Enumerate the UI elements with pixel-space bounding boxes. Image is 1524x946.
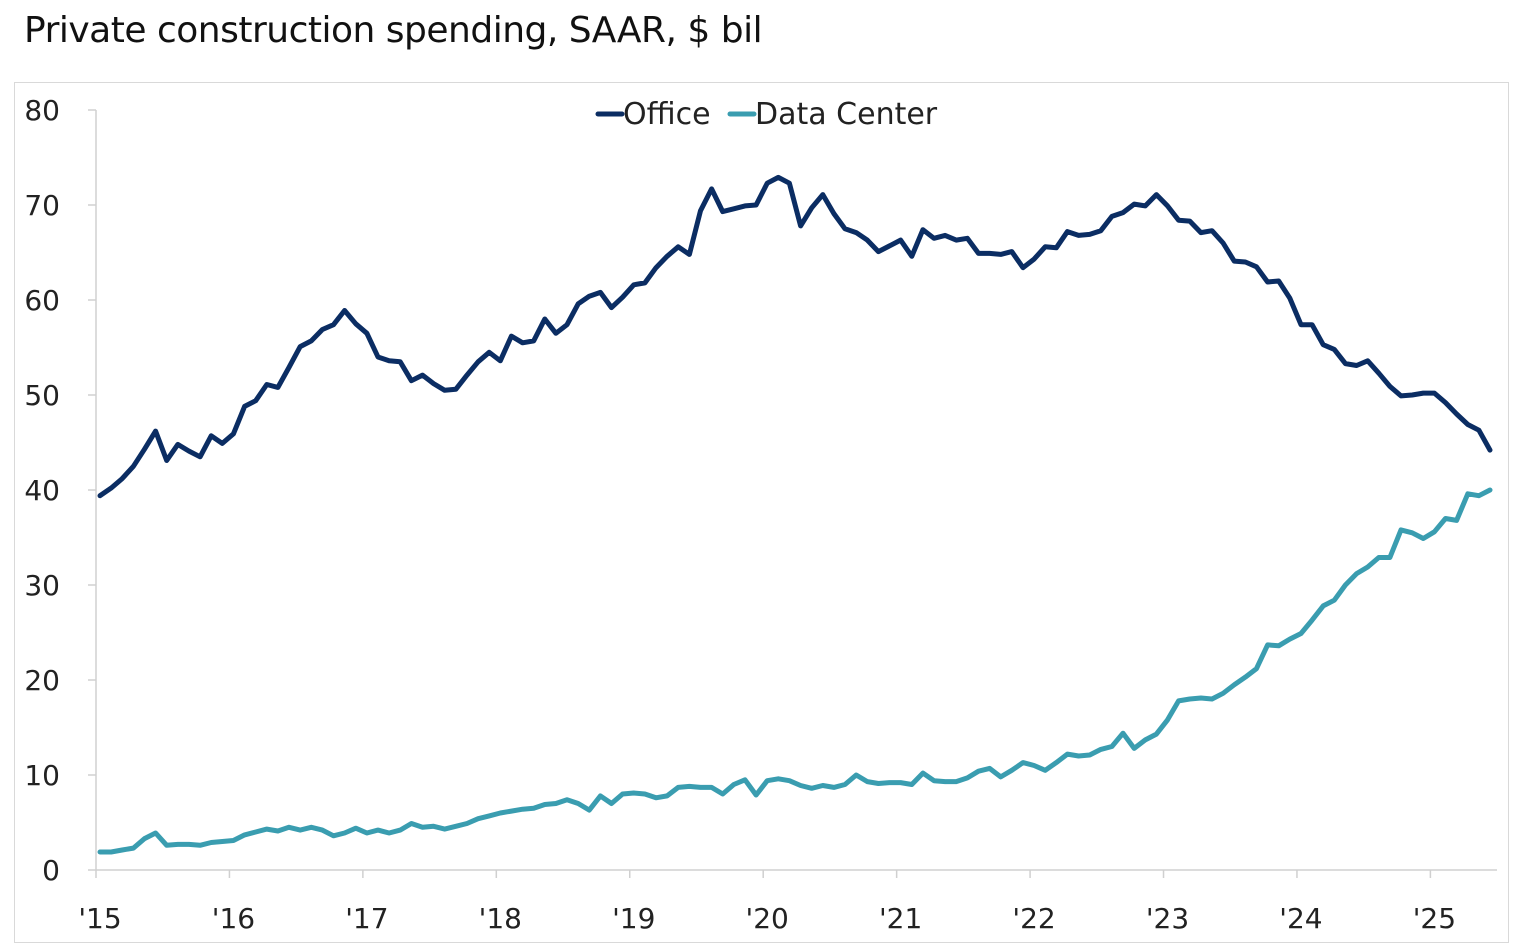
x-tick-label: '16 <box>212 902 255 935</box>
chart-title: Private construction spending, SAAR, $ b… <box>24 10 763 51</box>
x-tick-label: '17 <box>345 902 388 935</box>
x-tick-label: '20 <box>746 902 789 935</box>
y-tick-label: 0 <box>42 854 60 887</box>
x-tick-label: '24 <box>1279 902 1322 935</box>
x-tick-label: '19 <box>612 902 655 935</box>
y-tick-label: 20 <box>24 664 60 697</box>
y-tick-label: 70 <box>24 189 60 222</box>
y-tick-label: 60 <box>24 284 60 317</box>
x-tick-label: '22 <box>1012 902 1055 935</box>
x-tick-label: '18 <box>479 902 522 935</box>
y-tick-label: 80 <box>24 94 60 127</box>
y-tick-label: 40 <box>24 474 60 507</box>
series-lines <box>97 174 1493 855</box>
chart-frame <box>14 82 1509 943</box>
x-tick-label: '15 <box>78 902 121 935</box>
x-tick-label: '21 <box>879 902 922 935</box>
series-line-office <box>97 174 1493 499</box>
series-line-data-center <box>97 487 1493 855</box>
y-tick-label: 50 <box>24 379 60 412</box>
y-tick-label: 10 <box>24 759 60 792</box>
x-tick-label: '25 <box>1413 902 1456 935</box>
y-tick-label: 30 <box>24 569 60 602</box>
legend-label: Data Center <box>755 97 938 132</box>
legend: Office Data Center <box>595 97 938 132</box>
x-tick-label: '23 <box>1146 902 1189 935</box>
legend-label: Office <box>623 97 711 132</box>
axes: 0 10 20 30 40 50 60 70 80 '15 '16 '17 '18 '19 '20 '21 '2… <box>24 94 1497 935</box>
